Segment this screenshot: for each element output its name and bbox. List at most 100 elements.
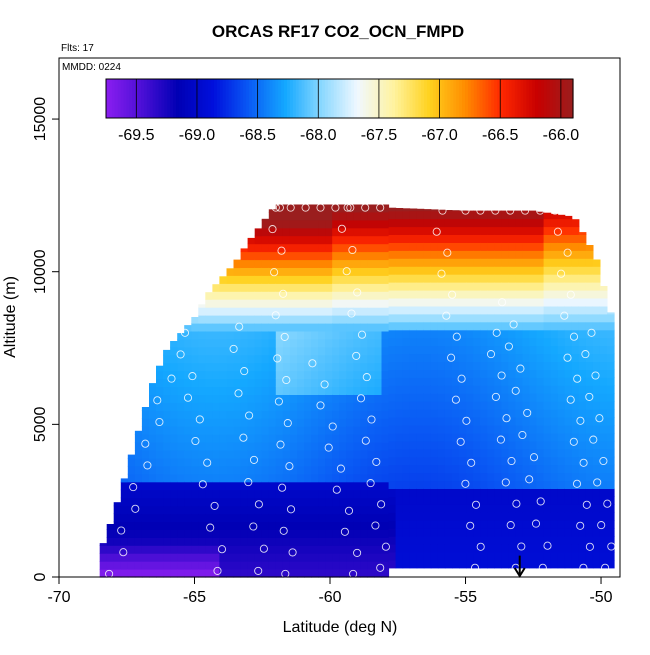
heatmap-cell [564,305,573,315]
sample-point [491,392,500,401]
heatmap-cell [191,354,199,364]
heatmap-cell [339,346,347,356]
heatmap-cell [282,362,291,372]
heatmap-cell [261,426,270,435]
heatmap-cell [247,299,256,308]
heatmap-cell [459,536,467,545]
heatmap-cell [156,553,164,562]
colorbar-segment [321,79,326,118]
heatmap-cell [515,266,523,275]
heatmap-cell [205,330,213,340]
heatmap-cell [163,489,171,499]
heatmap-cell [374,259,383,268]
heatmap-cell [416,369,425,378]
heatmap-cell [149,521,157,530]
heatmap-cell [339,378,347,388]
heatmap-cell [268,354,277,364]
heatmap-cell [360,323,368,332]
heatmap-cell [261,259,270,268]
heatmap-cell [113,545,122,554]
heatmap-cell [578,504,587,513]
heatmap-cell [374,545,383,554]
heatmap-cell [529,528,538,537]
heatmap-cell [170,473,178,483]
heatmap-cell [134,457,143,467]
heatmap-cell [430,298,439,307]
heatmap-cell [494,385,502,394]
heatmap-cell [473,226,481,235]
heatmap-cell [585,290,594,299]
heatmap-cell [297,346,305,356]
heatmap-cell [437,226,446,235]
heatmap-cell [282,243,291,253]
heatmap-cell [205,307,213,316]
heatmap-cell [360,211,368,221]
heatmap-cell [346,434,354,443]
sample-point [129,483,138,492]
heatmap-cell [289,497,298,507]
sample-point [275,203,284,212]
heatmap-cell [388,544,397,553]
heatmap-cell [480,464,488,474]
heatmap-cell [437,329,446,339]
heatmap-cell [360,561,368,570]
heatmap-cell [459,464,467,474]
heatmap-cell [473,242,481,251]
heatmap-cell [529,472,538,482]
heatmap-cell [289,346,298,356]
heatmap-cell [261,323,270,332]
heatmap-cell [134,553,143,562]
heatmap-cell [529,544,538,553]
heatmap-cell [529,496,538,505]
heatmap-cell [466,544,474,553]
heatmap-cell [332,402,340,411]
heatmap-cell [607,385,615,394]
heatmap-cell [515,496,523,505]
heatmap-cell [156,418,164,427]
heatmap-cell [360,386,368,395]
heatmap-cell [508,234,516,243]
heatmap-cell [332,323,340,332]
heatmap-cell [353,204,361,213]
heatmap-cell [444,559,453,569]
heatmap-cell [599,488,608,497]
colorbar-segment [330,79,335,118]
heatmap-cell [268,521,277,530]
sample-point [589,435,598,444]
heatmap-cell [304,323,312,332]
heatmap-cell [360,362,368,372]
heatmap-cell [374,354,383,364]
sample-point [316,203,325,212]
heatmap-cell [423,480,432,489]
heatmap-cell [289,370,298,380]
heatmap-cell [289,529,298,538]
heatmap-cell [459,345,467,355]
heatmap-cell [346,315,354,324]
colorbar-segment [327,79,332,118]
heatmap-cell [529,425,538,434]
heatmap-cell [233,465,242,475]
heatmap-cell [311,259,319,268]
heatmap-cell [247,251,256,261]
heatmap-cell [233,307,242,316]
heatmap-cell [346,394,354,403]
heatmap-cell [515,480,523,489]
heatmap-cell [311,545,319,554]
heatmap-cell [184,434,192,443]
heatmap-cell [571,544,580,553]
colorbar-segment [427,79,431,118]
heatmap-cell [599,305,608,315]
heatmap-cell [360,243,368,253]
heatmap-cell [353,211,361,221]
heatmap-cell [170,513,178,522]
heatmap-cell [543,472,552,482]
heatmap-cell [191,553,199,562]
heatmap-cell [346,410,354,419]
heatmap-cell [592,440,601,450]
heatmap-cell [501,234,509,243]
heatmap-cell [318,378,326,388]
heatmap-cell [367,251,375,261]
heatmap-cell [536,488,545,497]
heatmap-cell [219,442,227,451]
heatmap-cell [275,529,284,538]
